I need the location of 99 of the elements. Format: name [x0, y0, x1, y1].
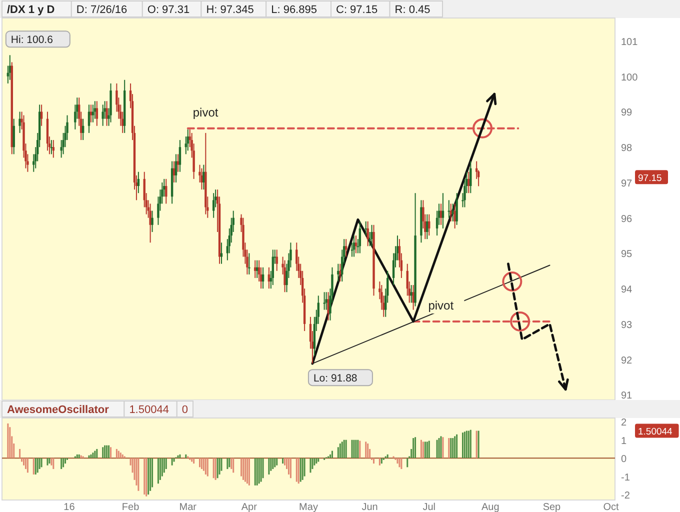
- candlestick: [174, 154, 178, 183]
- annotation: Lo: 91.88: [313, 372, 358, 385]
- y-tick-label: -2: [621, 490, 630, 502]
- candlestick: [8, 54, 12, 80]
- y-tick-label: 92: [621, 355, 633, 366]
- candlestick: [18, 111, 21, 134]
- candlestick: [454, 203, 456, 229]
- candlestick: [151, 210, 154, 232]
- y-tick-label: 94: [621, 284, 633, 296]
- candlestick: [94, 100, 96, 120]
- annotation: pivot: [192, 105, 219, 120]
- candlestick: [354, 235, 358, 254]
- text: H: 97.345: [206, 4, 254, 16]
- candlestick: [106, 100, 108, 126]
- text: L: 96.895: [271, 4, 317, 16]
- candlestick: [202, 164, 205, 190]
- candlestick: [344, 238, 348, 258]
- candlestick: [410, 284, 412, 304]
- candlestick: [442, 192, 444, 229]
- candlestick: [178, 140, 182, 172]
- candlestick: [470, 160, 472, 194]
- y-tick-label: -1: [621, 472, 630, 484]
- candlestick: [186, 128, 189, 152]
- text: D: 7/26/16: [76, 4, 128, 16]
- candlestick: [12, 118, 15, 155]
- candlestick: [456, 192, 458, 226]
- chart-title: /DX 1 y D: [7, 4, 55, 16]
- x-tick-label: Feb: [122, 502, 140, 512]
- y-tick-label: 1: [621, 436, 627, 447]
- candlestick: [284, 260, 286, 293]
- candlestick: [96, 100, 98, 126]
- candlestick: [92, 104, 94, 123]
- point: [502, 272, 522, 292]
- x-tick-label: 16: [64, 502, 76, 512]
- point: [472, 118, 493, 138]
- point: [510, 311, 530, 332]
- candlestick: [176, 154, 180, 172]
- annotation: pivot: [428, 298, 454, 312]
- candlestick: [337, 263, 340, 282]
- candlestick: [323, 292, 326, 310]
- annotation: Hi: 100.6: [10, 34, 54, 46]
- x-tick-label: May: [299, 502, 318, 512]
- y-tick-label: 93: [621, 320, 633, 331]
- x-tick-label: Jun: [362, 502, 378, 512]
- candlestick: [366, 220, 369, 247]
- x-tick-label: Oct: [603, 502, 620, 512]
- x-tick-label: Sep: [542, 502, 562, 512]
- y-tick-label: 98: [621, 143, 633, 154]
- candlestick: [137, 171, 140, 194]
- candlestick: [40, 104, 43, 126]
- candlestick: [370, 224, 373, 247]
- candlestick: [276, 249, 278, 272]
- y-tick-label: 95: [621, 249, 633, 260]
- candlestick: [468, 171, 470, 194]
- text: 0: [182, 404, 188, 416]
- candlestick: [254, 260, 256, 278]
- text: R: 0.45: [394, 4, 430, 16]
- candlestick: [149, 203, 152, 244]
- candlestick: [172, 160, 176, 183]
- candlestick: [220, 242, 223, 264]
- x-tick-label: Mar: [179, 502, 198, 512]
- candlestick: [102, 104, 104, 126]
- candlestick: [426, 214, 428, 240]
- candlestick: [52, 140, 55, 158]
- y-tick-label: 2: [621, 418, 627, 429]
- y-tick-label: 97: [621, 178, 633, 190]
- chart-title: AwesomeOscillator: [7, 404, 110, 416]
- y-tick-label: 96: [621, 214, 633, 225]
- text: 97.15: [638, 173, 662, 184]
- x-tick-label: Aug: [482, 502, 500, 512]
- candlestick: [200, 168, 203, 190]
- candlestick: [450, 203, 452, 222]
- candlestick: [339, 263, 342, 282]
- x-tick-label: Apr: [241, 502, 258, 512]
- candlestick: [358, 220, 362, 254]
- y-tick-label: 99: [621, 108, 633, 119]
- y-tick-label: 91: [621, 390, 633, 402]
- text: 1.50044: [129, 404, 169, 416]
- y-tick-label: 101: [621, 36, 638, 48]
- text: 1.50044: [638, 426, 672, 438]
- candlestick: [212, 192, 215, 218]
- candlestick: [268, 266, 270, 290]
- candlestick: [262, 266, 264, 290]
- candlestick: [248, 252, 250, 275]
- candlestick: [327, 292, 330, 321]
- candlestick: [325, 292, 328, 310]
- candlestick: [256, 260, 258, 278]
- candlestick: [165, 178, 168, 204]
- text: C: 97.15: [336, 4, 378, 16]
- candlestick: [88, 104, 90, 134]
- y-tick-label: 0: [621, 454, 627, 466]
- candlestick: [412, 284, 414, 310]
- candlestick: [272, 249, 274, 286]
- x-tick-label: Jul: [422, 502, 436, 512]
- candlestick: [352, 235, 356, 258]
- candlestick: [82, 118, 84, 141]
- text: O: 97.31: [147, 4, 190, 16]
- candlestick: [428, 214, 430, 236]
- y-tick-label: 100: [621, 72, 638, 84]
